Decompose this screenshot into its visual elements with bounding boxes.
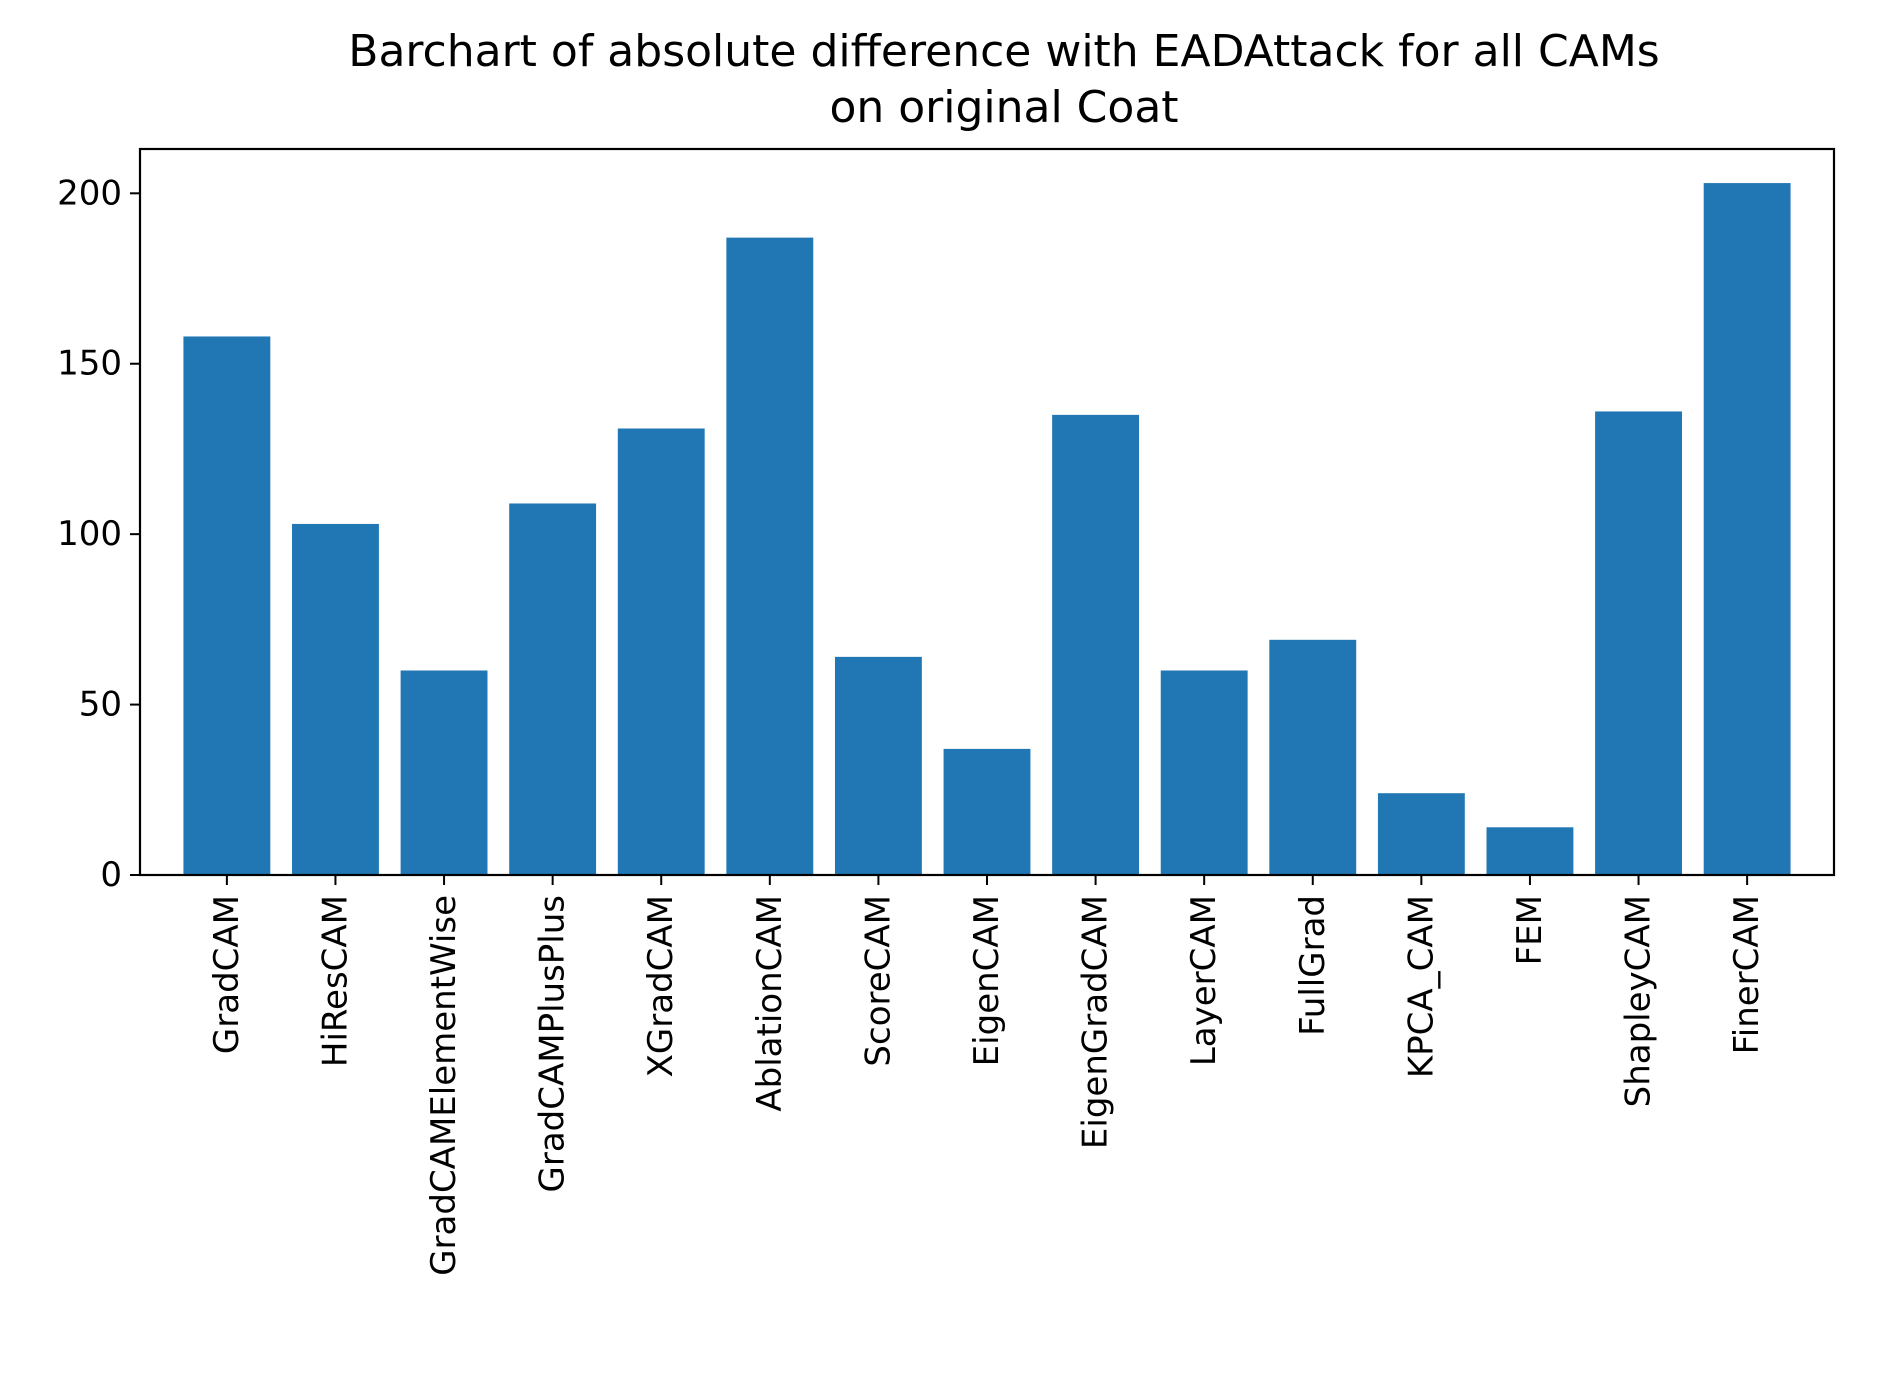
bars-layer [183,183,1791,876]
bar-GradCAMElementWise [400,670,488,875]
y-tick-label: 0 [100,855,122,895]
chart-title-line-2: on original Coat [829,82,1178,133]
bar-KPCA_CAM [1377,793,1465,875]
x-tick-label: GradCAM [207,895,247,1054]
x-tick-label: FEM [1510,895,1550,965]
bar-FullGrad [1269,639,1357,875]
bar-GradCAM [183,336,271,875]
x-tick-label: HiResCAM [315,895,355,1067]
bar-FEM [1486,827,1574,875]
bar-AblationCAM [726,237,814,875]
x-tick-label: ShapleyCAM [1619,895,1659,1107]
x-tick-label: FullGrad [1293,895,1333,1036]
y-tick-label: 150 [57,344,122,384]
x-axis: GradCAM HiResCAM GradCAMElementWise GradCAM… [207,875,1767,1276]
chart-title-line-1: Barchart of absolute difference with EAD… [348,26,1659,77]
x-tick-label: GradCAMPlusPlus [533,895,573,1193]
y-tick-label: 200 [57,173,122,213]
bar-XGradCAM [617,428,705,875]
y-tick-label: 50 [79,685,122,725]
bar-EigenGradCAM [1052,414,1140,875]
x-tick-label: ScoreCAM [858,895,898,1067]
bar-LayerCAM [1160,670,1248,875]
chart-title: Barchart of absolute difference with EAD… [348,26,1659,133]
x-tick-label: FinerCAM [1727,895,1767,1054]
x-tick-label: AblationCAM [750,895,790,1112]
x-tick-label: XGradCAM [641,895,681,1077]
bar-ScoreCAM [834,656,922,875]
bar-ShapleyCAM [1595,411,1682,875]
x-tick-label: EigenCAM [967,895,1007,1066]
bar-HiResCAM [292,523,379,875]
x-tick-label: KPCA_CAM [1401,895,1441,1078]
plot-frame [138,147,1836,877]
x-tick-label: EigenGradCAM [1076,895,1116,1149]
x-tick-label: LayerCAM [1184,895,1224,1066]
bar-EigenCAM [943,748,1031,875]
y-axis: 0 50 100 150 200 [57,173,140,895]
bar-FinerCAM [1703,183,1791,876]
x-tick-label: GradCAMElementWise [424,895,464,1276]
y-tick-label: 100 [57,514,122,554]
bar-GradCAMPlusPlus [509,503,597,875]
